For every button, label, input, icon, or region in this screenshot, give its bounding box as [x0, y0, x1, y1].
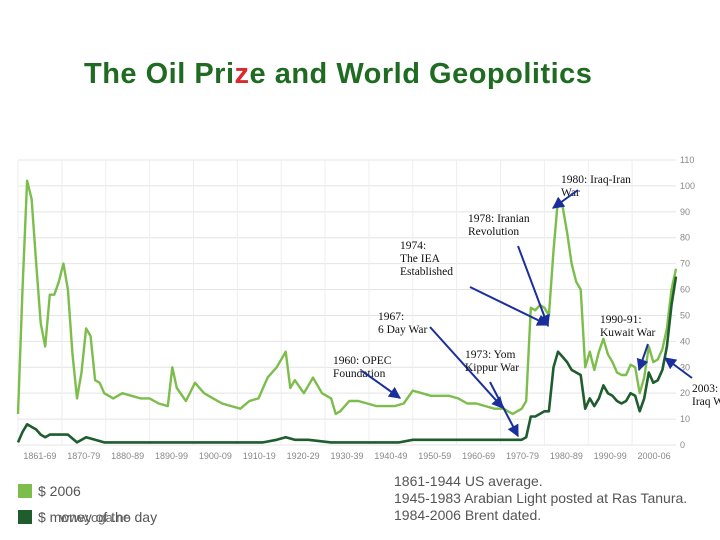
annotation-arrow — [361, 370, 401, 399]
chart-annotations: 1980: Iraq-Iran War 1978: Iranian Revolutio… — [333, 174, 720, 438]
legend-swatch — [18, 510, 32, 524]
source-note: 1945-1983 Arabian Light posted at Ras Ta… — [394, 490, 687, 506]
annotation-label: 1967: 6 Day War — [378, 311, 427, 336]
y-tick-label: 50 — [680, 310, 690, 320]
y-tick-label: 80 — [680, 233, 690, 243]
annotation-line: The IEA — [400, 253, 441, 265]
annotation-1: 1980: Iraq-Iran War — [552, 174, 631, 209]
legend-label: $ 2006 — [38, 483, 81, 499]
legend-label: $ money of the day — [38, 509, 157, 525]
source-note: 1984-2006 Brent dated. — [394, 507, 541, 523]
x-tick-label: 1920-29 — [287, 451, 320, 461]
data-source-notes: 1861-1944 US average.1945-1983 Arabian L… — [394, 473, 687, 523]
slide-title-part-1: The Oil Pri — [84, 58, 235, 90]
annotation-8: 2003:Iraq War — [664, 357, 720, 408]
annotation-line: 1974: — [400, 240, 426, 252]
y-tick-label: 60 — [680, 285, 690, 295]
annotation-arrow — [429, 326, 504, 409]
x-tick-label: 1870-79 — [67, 451, 100, 461]
chart-legend: $ 2006 $ money of the day — [18, 483, 157, 525]
slide-title-part-2: z — [234, 58, 250, 90]
y-tick-label: 70 — [680, 259, 690, 269]
x-tick-label: 1950-59 — [418, 451, 451, 461]
x-tick-label: 1880-89 — [111, 451, 144, 461]
annotation-line: Foundation — [333, 368, 386, 380]
y-tick-label: 10 — [680, 414, 690, 424]
series-line-1 — [16, 179, 678, 416]
annotation-arrow — [517, 245, 550, 328]
annotation-line: Kippur War — [465, 362, 519, 374]
annotation-line: 1980: Iraq-Iran — [561, 174, 631, 186]
annotation-line: Revolution — [468, 226, 519, 238]
y-tick-label: 30 — [680, 362, 690, 372]
annotation-line: Established — [400, 266, 453, 278]
annotation-label: 1990-91: Kuwait War — [600, 314, 656, 339]
annotation-line: 1967: — [378, 311, 404, 323]
legend-swatch — [18, 484, 32, 498]
watermark-text: www.oga.no — [59, 510, 131, 525]
annotation-arrow — [636, 343, 649, 372]
x-tick-label: 1970-79 — [506, 451, 539, 461]
annotation-line: 1960: OPEC — [333, 355, 392, 367]
annotation-label: 2003:Iraq War — [692, 383, 720, 408]
x-tick-label: 1960-69 — [462, 451, 495, 461]
annotation-arrow — [664, 357, 693, 379]
annotation-label: 1978: Iranian Revolution — [468, 213, 530, 238]
annotation-line: 1978: Iranian — [468, 213, 530, 225]
x-tick-label: 1861-69 — [23, 451, 56, 461]
annotation-3: 1974: The IEA Established — [400, 240, 550, 326]
annotation-label: 1974: The IEA Established — [400, 240, 453, 278]
x-tick-label: 1890-99 — [155, 451, 188, 461]
chart-series — [16, 179, 678, 444]
annotation-line: War — [561, 187, 580, 199]
y-tick-label: 90 — [680, 207, 690, 217]
annotation-label: 1973: Yom Kippur War — [465, 349, 519, 374]
annotation-line: 1990-91: — [600, 314, 642, 326]
annotation-7: 1973: Yom Kippur War — [465, 349, 519, 438]
annotation-arrow — [489, 381, 519, 438]
annotation-arrow — [552, 189, 579, 209]
annotation-4: 1967: 6 Day War — [378, 311, 504, 409]
y-axis-ticks: 0 10 20 30 40 50 60 70 80 90 100 110 — [680, 155, 695, 450]
annotation-5: 1990-91: Kuwait War — [600, 314, 656, 372]
chart-grid — [17, 159, 676, 446]
annotation-label: 1960: OPEC Foundation — [333, 355, 392, 380]
x-tick-label: 1910-19 — [243, 451, 276, 461]
annotation-2: 1978: Iranian Revolution — [468, 213, 550, 328]
annotation-line: 6 Day War — [378, 324, 427, 336]
x-tick-label: 1930-39 — [330, 451, 363, 461]
y-tick-label: 0 — [680, 440, 685, 450]
annotation-arrow — [469, 286, 550, 326]
x-tick-label: 1940-49 — [374, 451, 407, 461]
annotation-line: Iraq War — [692, 396, 720, 408]
annotation-6: 1960: OPEC Foundation — [333, 355, 401, 399]
y-tick-label: 100 — [680, 181, 695, 191]
x-tick-label: 1900-09 — [199, 451, 232, 461]
series-line-2 — [16, 276, 678, 444]
annotation-line: 2003: — [692, 383, 718, 395]
annotation-line: Kuwait War — [600, 327, 656, 339]
slide-title: The Oil Prize and World Geopolitics — [84, 58, 592, 91]
slide-title-part-3: e and World Geopolitics — [249, 58, 593, 90]
x-tick-label: 1980-89 — [550, 451, 583, 461]
annotation-label: 1980: Iraq-Iran War — [561, 174, 631, 199]
y-tick-label: 110 — [680, 155, 694, 165]
y-tick-label: 40 — [680, 336, 690, 346]
annotation-line: 1973: Yom — [465, 349, 516, 361]
x-tick-label: 2000-06 — [638, 451, 671, 461]
y-tick-label: 20 — [680, 388, 690, 398]
x-tick-label: 1990-99 — [594, 451, 627, 461]
source-note: 1861-1944 US average. — [394, 473, 543, 489]
x-axis-ticks: 1861-69 1870-79 1880-89 1890-99 1900-09 1910-… — [23, 451, 670, 461]
